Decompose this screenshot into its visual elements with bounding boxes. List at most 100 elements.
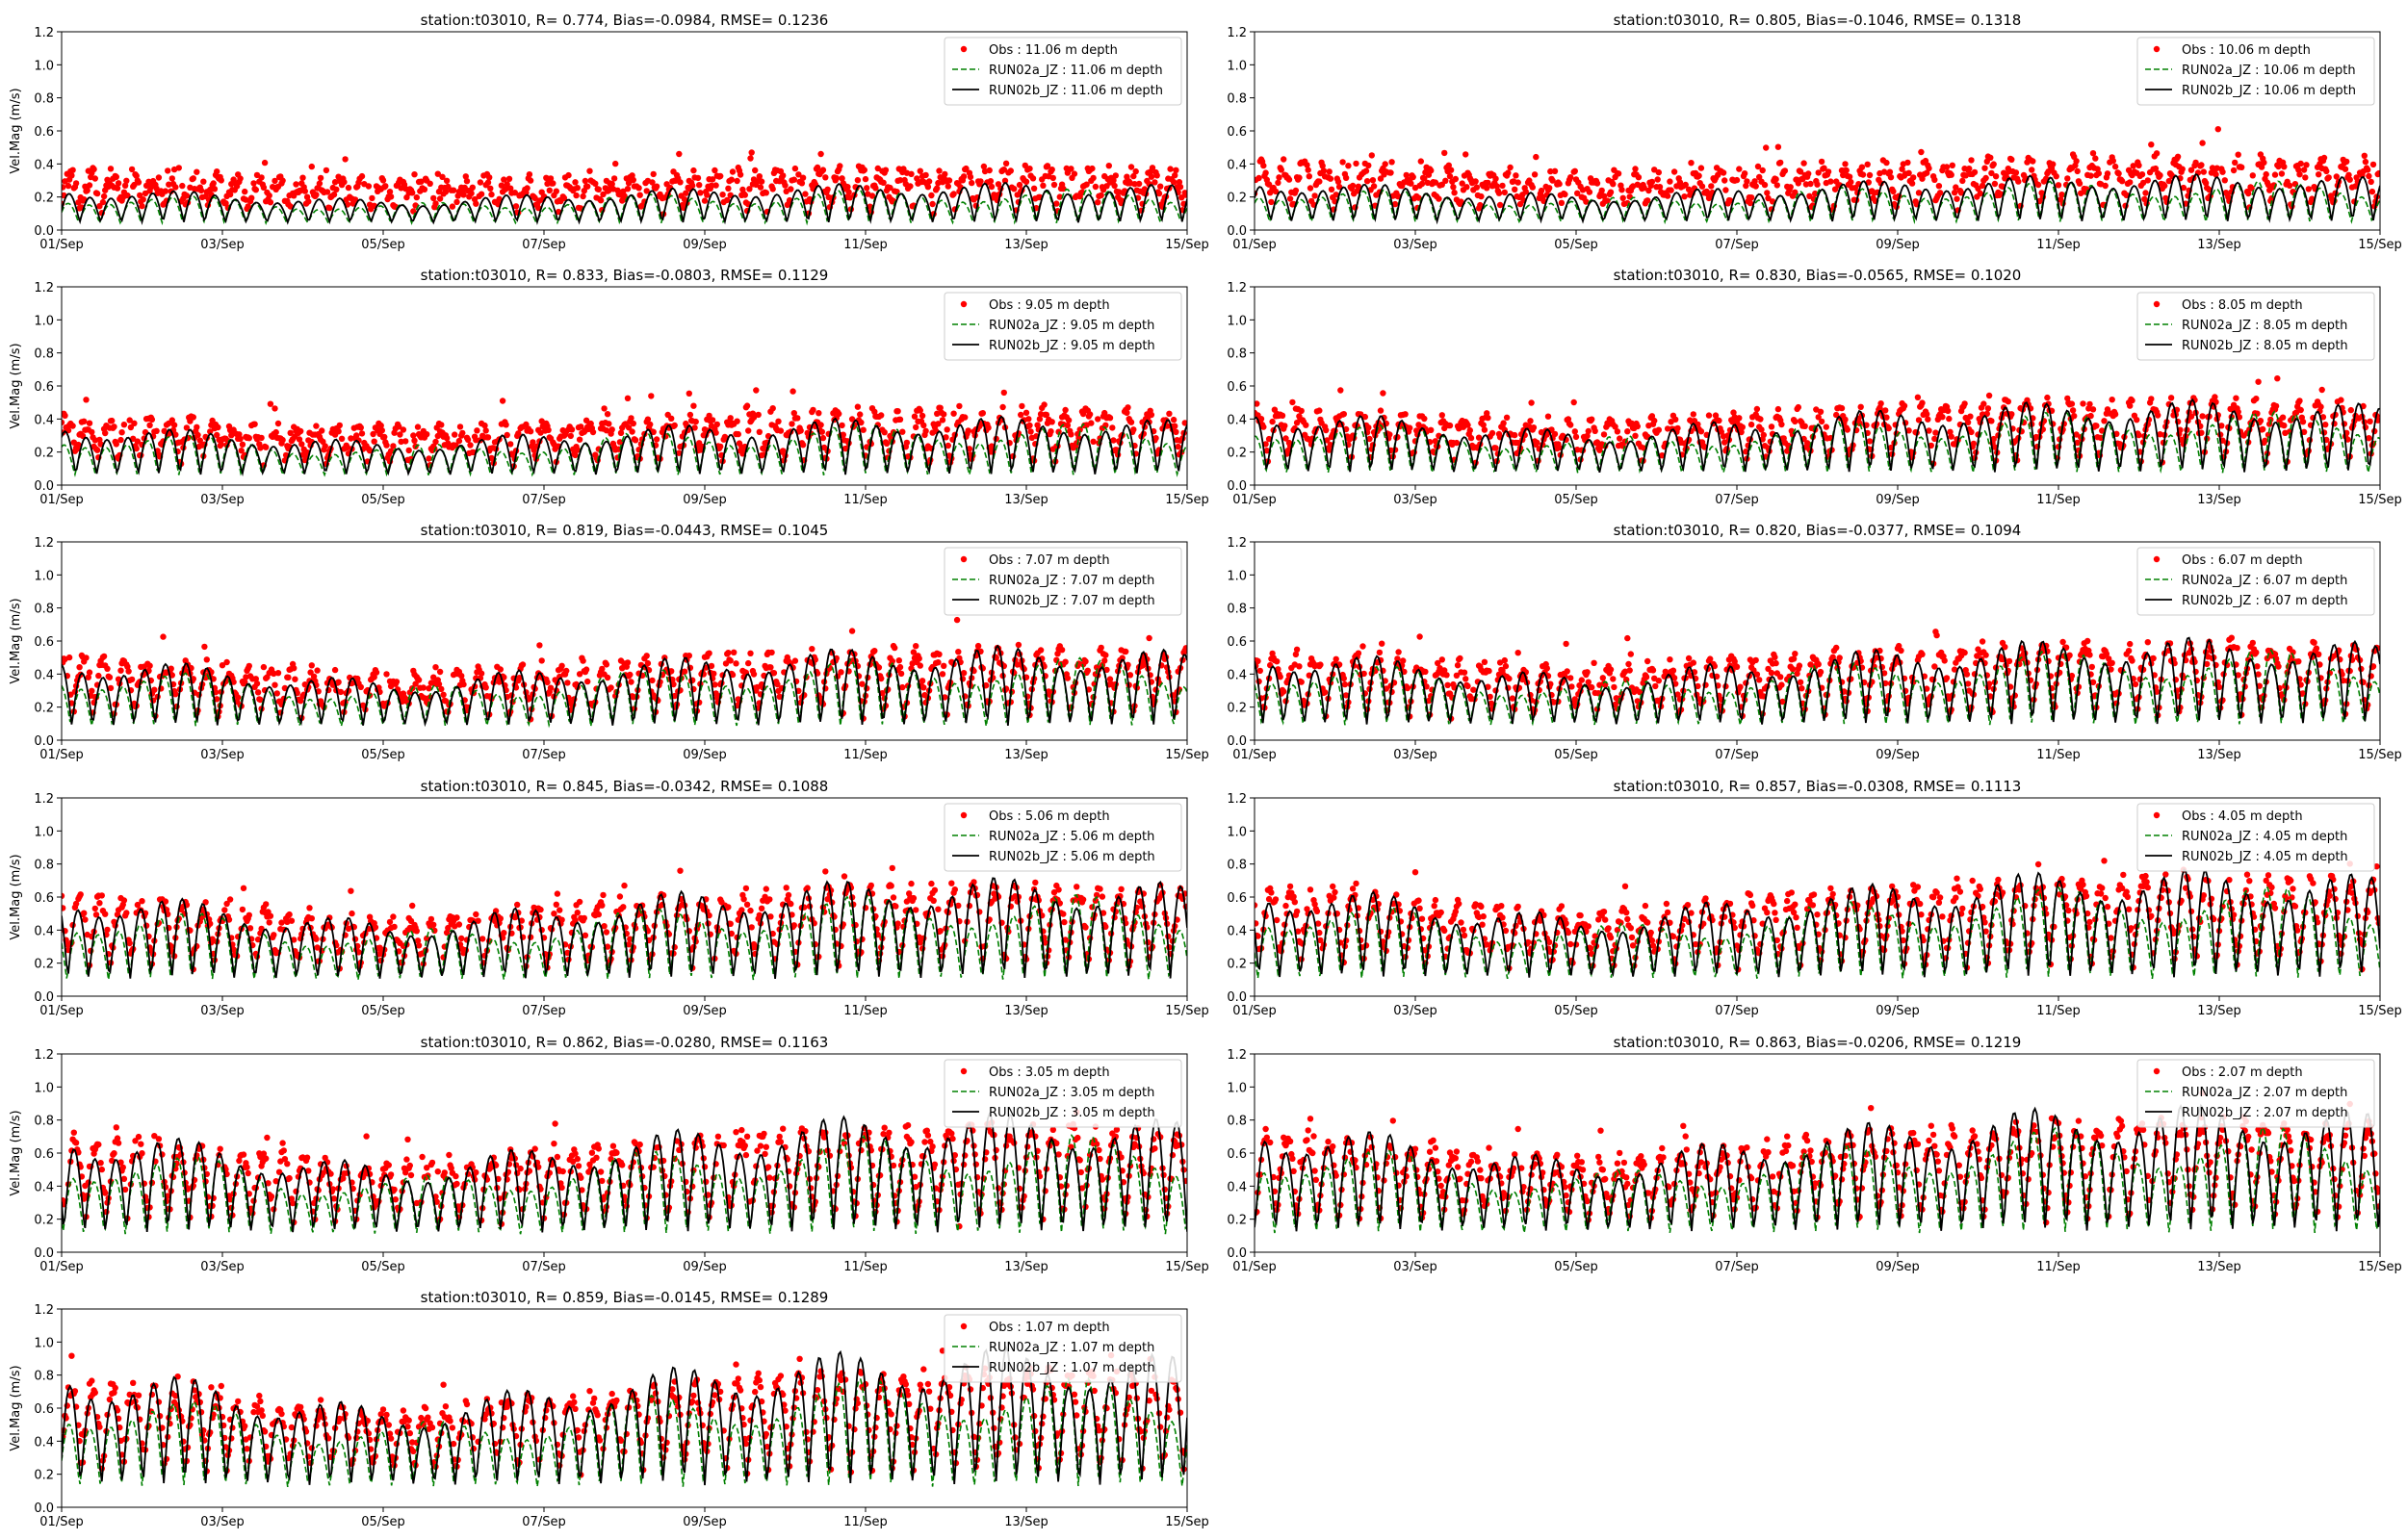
legend-obs-marker xyxy=(2153,300,2161,308)
obs-point xyxy=(727,415,734,422)
obs-point xyxy=(338,435,346,442)
obs-point xyxy=(624,659,632,666)
obs-point xyxy=(1968,428,1975,436)
obs-point xyxy=(310,673,318,680)
obs-point xyxy=(402,438,409,445)
obs-point xyxy=(737,171,744,178)
obs-point xyxy=(1317,661,1324,668)
obs-point xyxy=(1319,163,1326,169)
obs-point xyxy=(573,192,580,199)
obs-point xyxy=(279,436,286,444)
legend-label: RUN02b_JZ : 9.05 m depth xyxy=(989,339,1155,353)
obs-point xyxy=(1883,414,1890,421)
obs-point xyxy=(1668,187,1674,193)
obs-point xyxy=(878,412,885,419)
obs-point xyxy=(650,170,657,178)
obs-point xyxy=(148,416,156,424)
legend-label: Obs : 7.07 m depth xyxy=(989,553,1110,568)
obs-point xyxy=(111,424,117,430)
obs-point xyxy=(882,167,890,173)
obs-point xyxy=(371,674,377,680)
obs-point xyxy=(747,155,754,162)
obs-point xyxy=(507,185,514,192)
obs-point xyxy=(1395,649,1402,655)
obs-point xyxy=(692,418,699,425)
obs-point xyxy=(608,426,615,433)
obs-point xyxy=(769,186,776,192)
obs-point xyxy=(1513,172,1519,179)
obs-point xyxy=(383,442,390,449)
obs-point xyxy=(584,678,591,685)
x-tick-label: 09/Sep xyxy=(683,493,726,507)
obs-point xyxy=(956,402,963,410)
obs-point xyxy=(86,669,93,676)
obs-point xyxy=(414,424,422,430)
obs-point xyxy=(2320,154,2328,162)
obs-point xyxy=(335,428,342,435)
obs-point xyxy=(1068,431,1074,438)
obs-point xyxy=(2099,427,2106,434)
obs-point xyxy=(1967,413,1974,420)
obs-point xyxy=(558,662,565,669)
obs-point xyxy=(464,436,472,444)
obs-point xyxy=(817,422,824,428)
obs-point xyxy=(235,694,242,701)
obs-point xyxy=(1112,172,1120,179)
obs-point xyxy=(1281,423,1288,429)
obs-point xyxy=(1866,438,1874,445)
obs-point xyxy=(2230,167,2238,174)
obs-point xyxy=(358,430,366,437)
x-tick-label: 11/Sep xyxy=(843,238,887,252)
obs-point xyxy=(121,182,129,189)
obs-point xyxy=(511,190,518,196)
obs-point xyxy=(418,178,425,185)
obs-point xyxy=(935,421,942,427)
obs-point xyxy=(1441,424,1448,432)
obs-point xyxy=(1669,667,1677,674)
obs-point xyxy=(2352,183,2359,190)
obs-point xyxy=(1340,411,1348,418)
obs-point xyxy=(2104,170,2111,177)
obs-point xyxy=(426,685,432,692)
obs-point xyxy=(267,400,274,407)
obs-point xyxy=(1777,159,1784,167)
obs-point xyxy=(782,182,789,189)
obs-point xyxy=(435,680,443,687)
obs-point xyxy=(1417,158,1425,165)
obs-point xyxy=(871,648,878,654)
obs-point xyxy=(482,684,489,691)
obs-point xyxy=(1564,668,1570,675)
obs-point xyxy=(770,670,778,677)
obs-point xyxy=(817,150,824,158)
obs-point xyxy=(1015,641,1022,649)
obs-point xyxy=(449,203,456,210)
obs-point xyxy=(683,190,689,196)
obs-point xyxy=(293,181,299,188)
obs-point xyxy=(2034,181,2042,189)
obs-point xyxy=(1722,187,1729,193)
y-tick-label: 0.4 xyxy=(34,413,54,427)
obs-point xyxy=(717,443,724,450)
obs-point xyxy=(1421,175,1428,182)
obs-point xyxy=(1695,421,1701,428)
obs-point xyxy=(1101,409,1108,417)
obs-point xyxy=(1500,420,1507,426)
obs-point xyxy=(146,662,153,669)
obs-point xyxy=(1282,435,1289,442)
obs-point xyxy=(95,672,102,680)
obs-point xyxy=(1083,181,1090,188)
obs-point xyxy=(589,428,597,436)
obs-point xyxy=(1353,160,1359,167)
obs-point xyxy=(166,181,172,188)
obs-point xyxy=(324,189,331,195)
obs-point xyxy=(854,403,862,410)
obs-point xyxy=(1512,186,1518,192)
obs-point xyxy=(896,663,904,671)
obs-point xyxy=(797,427,804,434)
obs-point xyxy=(950,191,957,197)
obs-point xyxy=(452,431,458,438)
obs-point xyxy=(2263,170,2269,178)
obs-point xyxy=(1670,675,1678,681)
obs-point xyxy=(1829,654,1836,660)
obs-point xyxy=(649,179,656,186)
